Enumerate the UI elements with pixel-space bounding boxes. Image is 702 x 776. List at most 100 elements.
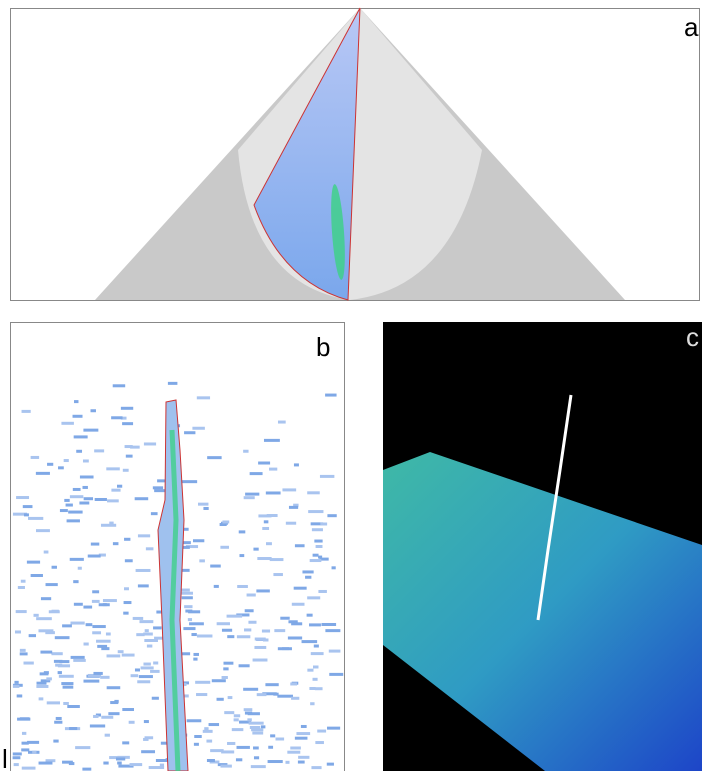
echo-cell — [146, 547, 154, 550]
echo-cell — [92, 600, 100, 603]
echo-cell — [74, 400, 78, 403]
echo-cell — [193, 653, 198, 656]
echo-cell — [265, 683, 278, 686]
echo-cell — [54, 721, 62, 724]
echo-cell — [82, 486, 87, 489]
echo-cell — [58, 466, 64, 469]
echo-cell — [245, 609, 254, 612]
echo-cell — [227, 615, 243, 618]
echo-cell — [286, 522, 296, 525]
echo-cell — [107, 654, 121, 657]
echo-cell — [145, 736, 154, 739]
echo-cell — [276, 737, 285, 740]
echo-cell — [138, 534, 150, 537]
echo-cell — [168, 382, 178, 385]
echo-cell — [31, 574, 43, 577]
echo-cell — [123, 469, 129, 472]
echo-cell — [73, 488, 81, 491]
echo-cell — [311, 652, 324, 655]
echo-cell — [312, 528, 323, 531]
echo-cell — [125, 559, 133, 562]
echo-cell — [296, 732, 310, 735]
echo-cell — [288, 636, 302, 639]
echo-cell — [40, 651, 52, 654]
echo-cell — [130, 763, 143, 766]
echo-cell — [327, 514, 336, 517]
echo-cell — [60, 509, 68, 512]
echo-cell — [27, 741, 39, 744]
echo-cell — [249, 722, 264, 725]
echo-cell — [254, 646, 266, 649]
echo-cell — [83, 429, 98, 432]
echo-cell — [237, 635, 250, 638]
echo-cell — [256, 589, 269, 592]
echo-cell — [301, 725, 307, 728]
echo-cell — [71, 656, 85, 659]
echo-cell — [253, 548, 258, 551]
echo-cell — [244, 708, 253, 711]
echo-cell — [270, 558, 284, 561]
echo-cell — [53, 740, 58, 743]
echo-cell — [18, 586, 25, 589]
echo-cell — [182, 596, 193, 599]
echo-cell — [180, 592, 193, 595]
echo-cell — [224, 711, 234, 714]
echo-cell — [302, 570, 313, 573]
echo-cell — [278, 647, 292, 650]
echo-cell — [144, 720, 149, 723]
echo-cell — [234, 718, 239, 721]
echo-cell — [195, 681, 210, 684]
echo-cell — [220, 765, 231, 768]
echo-cell — [61, 422, 73, 425]
echo-cell — [118, 650, 124, 653]
echo-cell — [285, 761, 289, 764]
echo-cell — [274, 629, 285, 632]
echo-cell — [315, 741, 324, 744]
echo-cell — [280, 617, 289, 620]
echo-cell — [194, 735, 202, 738]
echo-cell — [305, 576, 311, 579]
echo-cell — [56, 717, 62, 720]
corner-mark: l — [2, 744, 8, 771]
echo-cell — [93, 715, 98, 718]
echo-cell — [153, 486, 163, 489]
echo-cell — [255, 638, 266, 641]
echo-cell — [250, 726, 260, 729]
echo-cell — [153, 626, 162, 629]
echo-cell — [55, 636, 70, 639]
echo-cell — [135, 497, 149, 500]
echo-cell — [46, 583, 58, 586]
echo-cell — [143, 633, 153, 636]
echo-cell — [203, 730, 213, 733]
echo-cell — [141, 666, 154, 669]
echo-cell — [20, 717, 30, 720]
echo-cell — [314, 645, 319, 648]
echo-cell — [13, 752, 22, 755]
echo-cell — [103, 762, 108, 765]
echo-cell — [309, 623, 321, 626]
echo-cell — [207, 456, 221, 459]
echo-cell — [75, 746, 90, 749]
echo-cell — [69, 727, 77, 730]
echo-cell — [295, 544, 305, 547]
echo-cell — [107, 686, 121, 689]
echo-cell — [52, 566, 57, 569]
echo-cell — [101, 716, 113, 719]
echo-cell — [114, 700, 118, 703]
echo-cell — [261, 725, 266, 728]
panel-c: c — [383, 322, 702, 771]
echo-cell — [287, 751, 300, 754]
echo-cell — [70, 495, 83, 498]
echo-cell — [136, 569, 151, 572]
echo-cell — [268, 746, 273, 749]
echo-cell — [45, 631, 55, 634]
echo-cell — [310, 702, 314, 705]
echo-cell — [329, 650, 341, 653]
echo-cell — [143, 663, 150, 666]
echo-cell — [253, 659, 268, 662]
echo-cell — [210, 565, 221, 568]
echo-cell — [49, 610, 60, 613]
echo-cell — [269, 468, 277, 471]
echo-cell — [61, 682, 73, 685]
echo-cell — [105, 734, 110, 737]
